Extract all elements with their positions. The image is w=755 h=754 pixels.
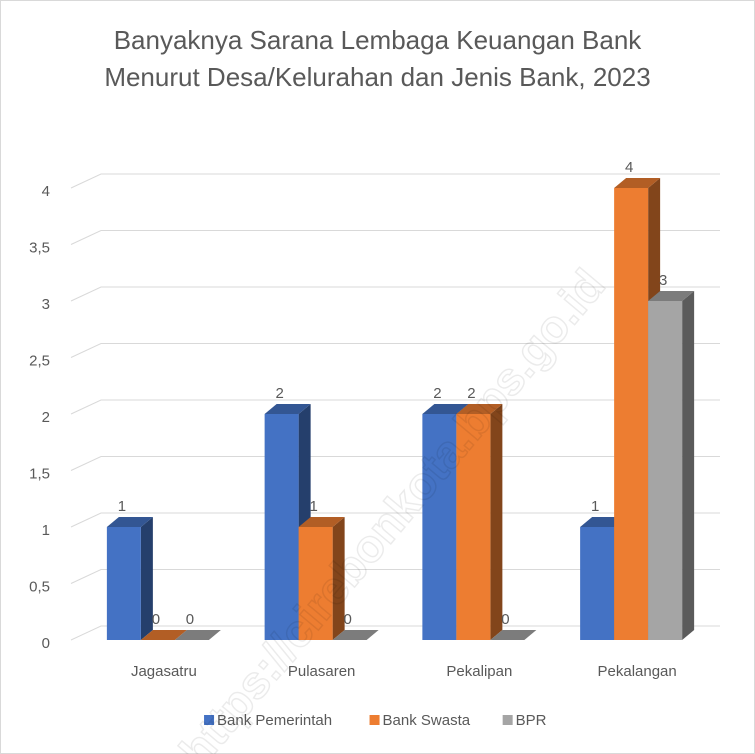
x-tick-label: Jagasatru bbox=[131, 663, 197, 680]
bar-top bbox=[648, 291, 695, 301]
bar-top bbox=[332, 630, 379, 640]
bar-top bbox=[298, 517, 345, 527]
bar-side bbox=[332, 517, 345, 640]
value-label: 1 bbox=[309, 498, 317, 515]
bar-front bbox=[456, 414, 491, 640]
legend-label: BPR bbox=[516, 712, 547, 729]
grid-line bbox=[70, 456, 720, 471]
legend-swatch bbox=[369, 715, 380, 725]
bar-side bbox=[682, 291, 695, 640]
bar-front bbox=[614, 188, 649, 640]
grid-line bbox=[70, 512, 720, 528]
bar-top bbox=[174, 630, 221, 640]
y-tick-label: 0 bbox=[42, 635, 50, 652]
value-label: 0 bbox=[343, 611, 351, 628]
y-tick-label: 3,5 bbox=[29, 239, 50, 256]
bar-front bbox=[648, 301, 683, 640]
value-label: 0 bbox=[186, 611, 194, 628]
value-label: 3 bbox=[659, 272, 667, 289]
grid-line bbox=[70, 569, 720, 584]
legend-swatch bbox=[204, 715, 215, 725]
bar-front bbox=[264, 414, 299, 640]
bar-front bbox=[106, 527, 141, 640]
y-tick-label: 2,5 bbox=[29, 352, 50, 369]
watermark: https://cirebonkota.bps.go.id bbox=[169, 259, 615, 754]
value-label: 0 bbox=[501, 611, 509, 628]
value-label: 1 bbox=[591, 498, 599, 515]
bar bbox=[490, 630, 537, 640]
bar bbox=[174, 630, 221, 640]
value-label: 2 bbox=[275, 385, 283, 402]
bar-top bbox=[456, 404, 503, 414]
value-label: 1 bbox=[118, 498, 126, 515]
grid-line bbox=[70, 343, 720, 358]
grid-line bbox=[70, 173, 720, 189]
y-tick-label: 3 bbox=[42, 296, 50, 313]
bar-side bbox=[140, 517, 153, 640]
bar-top bbox=[614, 178, 661, 188]
bar-top bbox=[140, 630, 187, 640]
bar-front bbox=[422, 414, 457, 640]
y-tick-label: 4 bbox=[42, 183, 50, 200]
value-label: 0 bbox=[152, 611, 160, 628]
chart-title: Banyaknya Sarana Lembaga Keuangan Bank M… bbox=[104, 25, 651, 92]
y-tick-label: 0,5 bbox=[29, 578, 50, 595]
grid-line bbox=[70, 399, 720, 415]
x-tick-label: Pulasaren bbox=[288, 663, 356, 680]
bar bbox=[140, 630, 187, 640]
legend-swatch bbox=[502, 715, 513, 725]
bar bbox=[298, 517, 345, 640]
bar-top bbox=[422, 404, 469, 414]
x-tick-label: Pekalangan bbox=[598, 663, 677, 680]
bar bbox=[456, 404, 503, 640]
value-label: 4 bbox=[625, 159, 633, 176]
x-tick-label: Pekalipan bbox=[446, 663, 512, 680]
bar bbox=[648, 291, 695, 640]
bar-top bbox=[490, 630, 537, 640]
grid-line bbox=[70, 230, 720, 245]
value-label: 2 bbox=[433, 385, 441, 402]
bar bbox=[332, 630, 379, 640]
value-label: 2 bbox=[467, 385, 475, 402]
grid-line bbox=[70, 286, 720, 302]
bar-top bbox=[106, 517, 153, 527]
bar bbox=[106, 517, 153, 640]
y-tick-label: 2 bbox=[42, 409, 50, 426]
bar-front bbox=[298, 527, 333, 640]
bar-side bbox=[490, 404, 503, 640]
bar-top bbox=[264, 404, 311, 414]
legend-label: Bank Pemerintah bbox=[217, 712, 332, 729]
y-tick-label: 1,5 bbox=[29, 465, 50, 482]
grid-line bbox=[70, 625, 720, 641]
bar-front bbox=[580, 527, 615, 640]
y-tick-label: 1 bbox=[42, 522, 50, 539]
legend-label: Bank Swasta bbox=[383, 712, 471, 729]
